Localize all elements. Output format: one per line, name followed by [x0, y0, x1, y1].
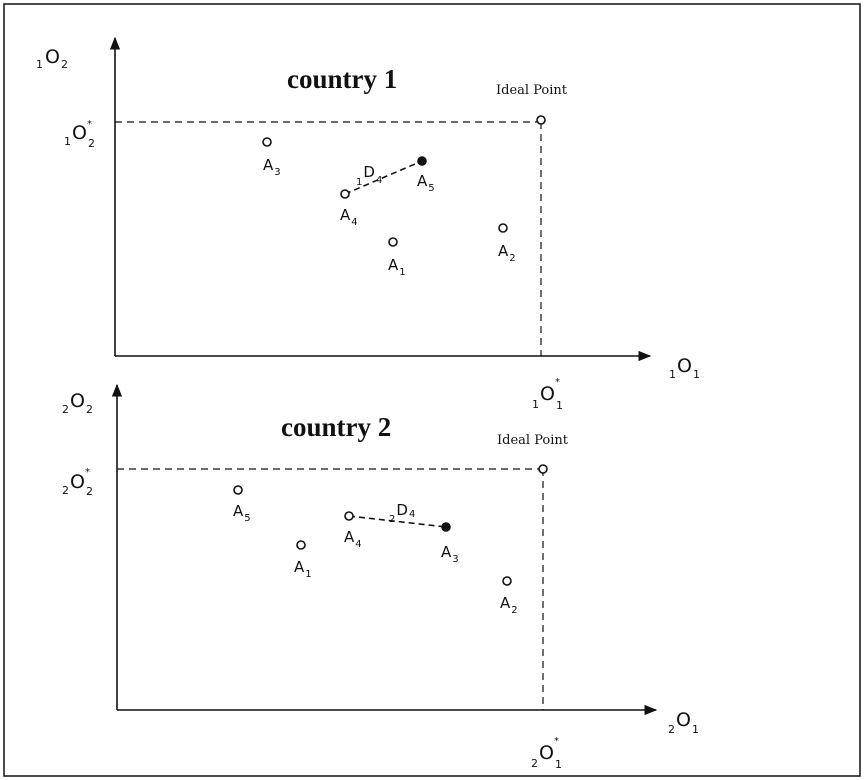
point-marker: [296, 540, 306, 550]
point-label: A3: [441, 543, 459, 565]
point-marker: [417, 156, 427, 166]
point-a4: A4: [344, 511, 362, 550]
x-axis-label: 2O1: [668, 709, 699, 736]
distance-vector-line: [344, 160, 423, 195]
point-label: A5: [233, 502, 251, 524]
ideal-point-label: Ideal Point: [496, 83, 568, 98]
point-label: A1: [294, 558, 312, 580]
y-axis-label: 2O2: [62, 390, 93, 416]
panel-title: country 2: [281, 412, 391, 442]
point-label: A1: [388, 256, 406, 278]
point-marker: [233, 485, 243, 495]
point-marker: [502, 576, 512, 586]
point-label: A3: [263, 156, 281, 178]
point-a5: A5: [233, 485, 251, 524]
point-a4: A4: [340, 189, 358, 228]
point-marker: [388, 237, 398, 247]
y-ideal-value-label: 1O2*: [64, 119, 95, 150]
ideal-point-marker: [538, 464, 548, 474]
point-label: A4: [340, 206, 358, 228]
figure-frame: [3, 3, 861, 777]
point-a3: A3: [441, 522, 459, 565]
point-label: A5: [417, 172, 435, 194]
point-marker: [344, 511, 354, 521]
panel-country-2: country 2 Ideal Point 2O2 2O2* 2O1 2O1* …: [62, 383, 699, 771]
x-ideal-value-label: 1O1*: [532, 377, 563, 412]
distance-label: 2D4: [389, 501, 415, 525]
point-label: A2: [498, 242, 516, 264]
panel-title: country 1: [287, 64, 397, 94]
x-axis-label: 1O1: [669, 355, 700, 381]
y-axis-label: 1 O2: [36, 46, 68, 71]
point-marker: [498, 223, 508, 233]
point-label: A4: [344, 528, 362, 550]
point-marker: [340, 189, 350, 199]
point-a1: A1: [294, 540, 312, 580]
ideal-point-marker: [536, 115, 546, 125]
point-label: A2: [500, 594, 518, 616]
y-ideal-value-label: 2O2*: [62, 467, 93, 498]
distance-vector-line: [348, 515, 447, 528]
x-ideal-value-label: 2O1*: [531, 736, 562, 771]
panel-country-1: country 1 Ideal Point 1 O2 1O2* 1O1 1O1* …: [36, 36, 700, 412]
point-a5: A5: [417, 156, 435, 194]
ideal-point-label: Ideal Point: [497, 433, 569, 448]
point-a3: A3: [262, 137, 281, 178]
distance-label: 1D4: [356, 163, 382, 188]
point-marker: [262, 137, 272, 147]
point-a1: A1: [388, 237, 406, 278]
point-a2: A2: [498, 223, 516, 264]
point-marker: [441, 522, 451, 532]
point-a2: A2: [500, 576, 518, 616]
